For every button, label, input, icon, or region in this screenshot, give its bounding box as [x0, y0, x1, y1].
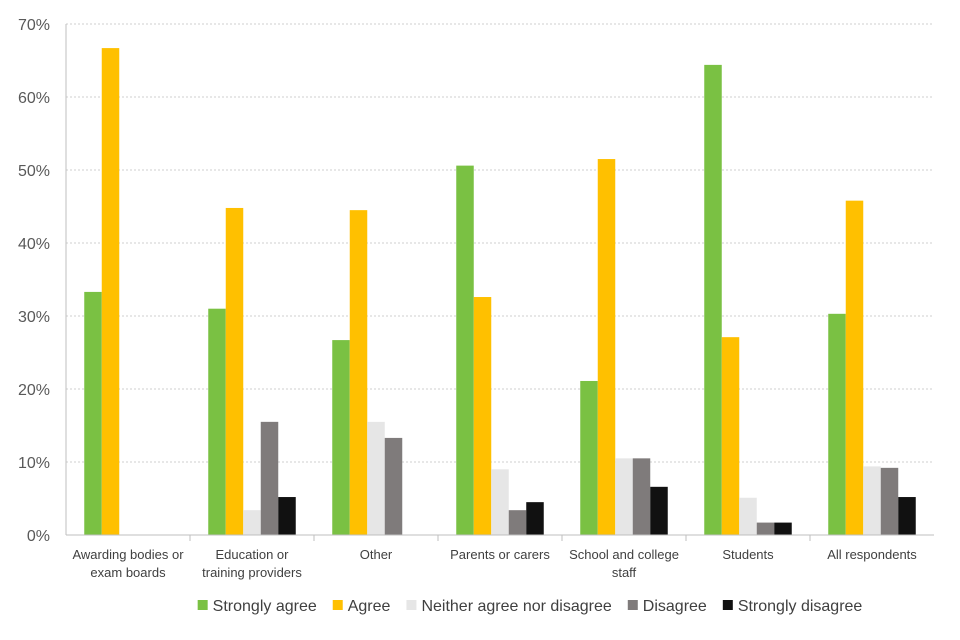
legend-item: Strongly disagree — [722, 598, 863, 615]
y-tick-label: 70% — [18, 17, 50, 34]
bar — [508, 510, 527, 535]
legend-item: Neither agree nor disagree — [406, 598, 612, 615]
x-tick-label: Other — [360, 547, 393, 562]
legend-swatch — [722, 600, 733, 610]
legend-item: Strongly agree — [197, 598, 317, 615]
bar — [597, 159, 616, 536]
x-tick-label: All respondents — [827, 547, 917, 562]
gridlines — [66, 23, 934, 463]
bar — [739, 497, 757, 535]
bar — [208, 308, 226, 535]
bar — [456, 165, 474, 535]
bar — [225, 207, 244, 535]
bar — [278, 497, 296, 535]
bar — [756, 522, 775, 535]
bar — [367, 421, 385, 535]
y-tick-label: 50% — [18, 163, 50, 180]
y-tick-label: 30% — [18, 309, 50, 326]
bar — [384, 437, 403, 535]
bar — [650, 486, 668, 535]
x-tick-label: Parents or carers — [450, 547, 550, 562]
bar — [828, 313, 846, 535]
x-tick-label: Awarding bodies or — [72, 547, 184, 562]
legend-label: Disagree — [643, 598, 707, 615]
bar — [615, 458, 633, 535]
x-tick-label: exam boards — [90, 565, 166, 580]
legend-swatch — [406, 600, 417, 610]
legend-label: Neither agree nor disagree — [421, 598, 611, 615]
y-tick-label: 20% — [18, 382, 50, 399]
legend-swatch — [627, 600, 638, 610]
bar — [260, 421, 279, 535]
x-axis: Awarding bodies or exam boards Education o… — [66, 534, 934, 580]
y-tick-label: 10% — [18, 455, 50, 472]
bar — [243, 510, 261, 535]
bar — [101, 48, 120, 536]
legend-item: Disagree — [627, 598, 707, 615]
y-axis: 0% 10% 20% 30% 40% 50% 60% 70% — [18, 17, 67, 545]
bar — [898, 497, 916, 535]
bar — [863, 466, 881, 535]
bar — [473, 297, 492, 535]
bar — [526, 502, 544, 535]
legend-swatch — [332, 600, 343, 610]
bar — [704, 64, 722, 535]
y-tick-label: 40% — [18, 236, 50, 253]
bar — [332, 340, 350, 535]
bar — [880, 467, 899, 535]
bar — [774, 522, 792, 535]
bar — [580, 380, 598, 535]
legend: Strongly agree Agree Neither agree nor dis… — [197, 598, 863, 615]
x-tick-label: training providers — [202, 565, 302, 580]
legend-label: Agree — [348, 598, 391, 615]
x-tick-label: Education or — [216, 547, 290, 562]
legend-label: Strongly disagree — [738, 598, 863, 615]
x-tick-label: Students — [722, 547, 774, 562]
legend-item: Agree — [332, 598, 391, 615]
bar — [349, 210, 368, 535]
bar — [845, 200, 864, 535]
bar — [721, 337, 740, 535]
bar — [491, 469, 509, 535]
legend-label: Strongly agree — [213, 598, 317, 615]
y-tick-label: 60% — [18, 90, 50, 107]
bar — [632, 458, 651, 535]
x-tick-label: School and college — [569, 547, 679, 562]
y-tick-label: 0% — [27, 528, 50, 545]
x-tick-label: staff — [612, 565, 637, 580]
legend-swatch — [197, 600, 208, 610]
bars — [84, 48, 916, 536]
bar — [84, 291, 102, 535]
